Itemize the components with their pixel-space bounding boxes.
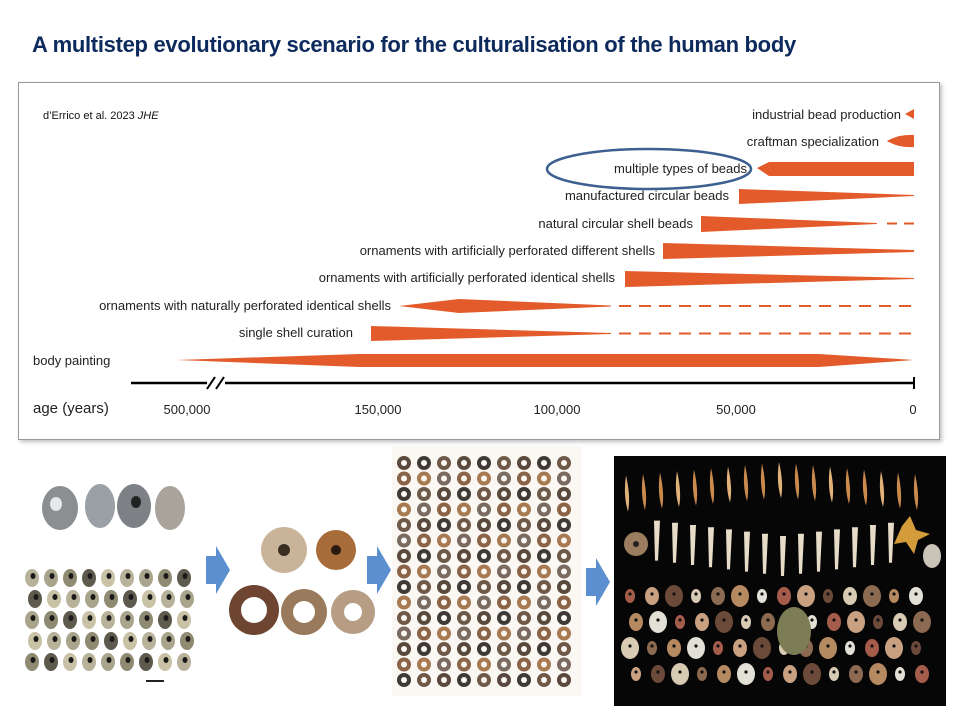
tick-label-50000: 50,000 — [716, 402, 756, 417]
row-label-craftman-specialization: craftman specialization — [747, 134, 879, 149]
citation-authors: d’Errico et al. 2023 — [43, 110, 135, 122]
shell-grid — [25, 569, 194, 671]
highlight-ellipse — [545, 147, 753, 191]
row-label-industrial-bead-production: industrial bead production — [752, 107, 901, 122]
timeline-panel: d’Errico et al. 2023 JHE industrial bead… — [18, 82, 940, 440]
bar-naturally-perforated-identical-shells — [399, 299, 459, 313]
perforated-shells-photo — [18, 480, 203, 685]
bar-artificially-perforated-identical-shells — [625, 271, 914, 287]
citation-journal: JHE — [137, 110, 159, 122]
tick-label-150000: 150,000 — [355, 402, 402, 417]
tick-label-500000: 500,000 — [164, 402, 211, 417]
row-label-naturally-perforated-identical-shells: ornaments with naturally perforated iden… — [99, 298, 391, 313]
row-label-multiple-types-of-beads: multiple types of beads — [614, 161, 747, 176]
multiple-bead-types-photo — [614, 456, 946, 706]
tick-label-100000: 100,000 — [534, 402, 581, 417]
manufactured-bead-grid-photo — [392, 446, 582, 696]
bar-artificially-perforated-different-shells — [663, 243, 914, 259]
row-label-single-shell-curation: single shell curation — [239, 325, 353, 340]
bar-manufactured-circular-beads — [739, 189, 914, 204]
row-label-body-painting: body painting — [33, 353, 110, 368]
row-label-natural-circular-shell-beads: natural circular shell beads — [538, 216, 693, 231]
circular-shell-beads-photo — [226, 522, 376, 644]
bar-craftman-specialization — [887, 134, 914, 148]
row-label-manufactured-circular-beads: manufactured circular beads — [565, 188, 730, 203]
bar-natural-circular-shell-beads — [701, 216, 877, 232]
pendant-teeth — [624, 462, 919, 576]
citation: d’Errico et al. 2023 JHE — [43, 110, 159, 122]
axis-label: age (years) — [33, 400, 109, 417]
arrow-right-icon — [367, 546, 391, 594]
axis-break-mark — [206, 376, 216, 390]
bar-single-shell-curation — [371, 326, 611, 341]
tick-label-0: 0 — [909, 402, 916, 417]
top-shells — [42, 484, 185, 530]
slide-title: A multistep evolutionary scenario for th… — [32, 32, 796, 57]
mixed-ornaments — [621, 585, 931, 685]
bead-grid — [397, 456, 571, 687]
row-label-artificially-perforated-identical-shells: ornaments with artificially perforated i… — [319, 270, 616, 285]
row-label-artificially-perforated-different-shells: ornaments with artificially perforated d… — [360, 243, 656, 258]
arrow-right-icon — [206, 546, 230, 594]
bar-industrial-bead-production — [905, 109, 914, 119]
bar-multiple-types-of-beads — [757, 162, 914, 176]
timeline-diagram: d’Errico et al. 2023 JHE industrial bead… — [33, 107, 917, 417]
bar-body-painting — [177, 354, 914, 367]
arrow-right-icon — [586, 558, 610, 606]
